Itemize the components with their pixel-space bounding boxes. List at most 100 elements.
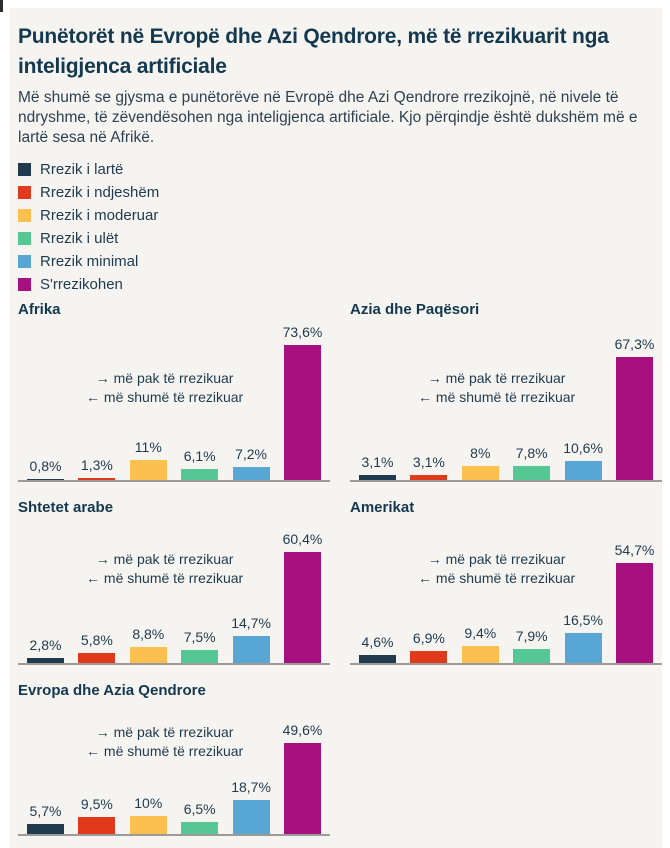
bars-group: 0,8% 1,3% 11% 6,1% 7,2% 73,6% <box>18 319 330 481</box>
bar <box>615 356 653 481</box>
bars-group: 2,8% 5,8% 8,8% 7,5% 14,7% 60,4% <box>18 517 330 664</box>
bar <box>564 632 602 664</box>
annotation-more-at-risk: ← më shumë të rrezikuar <box>418 389 576 406</box>
bar-value-label: 3,1% <box>412 453 445 470</box>
bar <box>27 823 64 835</box>
annotation-less-at-risk: → më pak të rrezikuar <box>95 370 234 387</box>
bar-column: 11% <box>129 439 167 481</box>
bar-column: 5,8% <box>78 632 116 664</box>
bar <box>615 562 653 664</box>
legend-label: Rrezik i ulët <box>40 230 119 248</box>
annotation-more-at-risk: ← më shumë të rrezikuar <box>86 743 244 760</box>
bar-value-label: 7,5% <box>183 628 216 645</box>
annotation-more-at-risk: ← më shumë të rrezikuar <box>418 570 576 587</box>
bar-value-label: 10,6% <box>563 439 603 456</box>
bar <box>359 654 396 664</box>
bar <box>461 465 499 481</box>
bar-column: 8,8% <box>129 626 167 664</box>
bar <box>359 474 396 481</box>
bars-group: 4,6% 6,9% 9,4% 7,9% 16,5% 54,7% <box>350 517 662 664</box>
bar-column: 18,7% <box>231 779 271 835</box>
legend-label: Rrezik i lartë <box>40 161 124 179</box>
annotation-more-at-risk: ← më shumë të rrezikuar <box>86 570 244 587</box>
bar-column: 10% <box>129 794 167 835</box>
bar-value-label: 60,4% <box>282 531 323 548</box>
bar <box>27 658 64 664</box>
bar-value-label: 7,8% <box>515 444 548 461</box>
chart-title: Azia dhe Paqësori <box>350 301 480 319</box>
bar <box>232 467 270 481</box>
annotation-less-at-risk: → më pak të rrezikuar <box>427 370 566 387</box>
legend-item: Rrezik i ulët <box>18 227 662 250</box>
bar-value-label: 11% <box>134 439 162 456</box>
chart-card: Punëtorët në Evropë dhe Azi Qendrore, më… <box>10 8 662 848</box>
bar-column: 0,8% <box>27 458 64 481</box>
legend-swatch-moderate-risk <box>18 209 31 223</box>
chart-plot: → më pak të rrezikuar ← më shumë të rrez… <box>350 319 662 483</box>
bar-column: 9,4% <box>461 625 499 664</box>
legend: Rrezik i lartë Rrezik i ndjeshëm Rrezik … <box>18 158 662 296</box>
bar <box>181 469 219 481</box>
bar-value-label: 73,6% <box>282 323 323 340</box>
bar <box>283 743 321 835</box>
bar-column: 60,4% <box>282 531 323 664</box>
legend-label: Rrezik minimal <box>40 253 139 271</box>
bar <box>129 647 167 664</box>
bar <box>27 478 64 481</box>
bar-column: 3,1% <box>410 453 448 481</box>
direction-annotation: → më pak të rrezikuar ← më shumë të rrez… <box>418 550 575 588</box>
chart-title: Shtetet arabe <box>18 499 114 517</box>
legend-item: Rrezik i lartë <box>18 158 662 181</box>
bar-value-label: 10% <box>134 794 163 811</box>
chart-title: Afrika <box>18 301 61 319</box>
bar-value-label: 8,8% <box>132 626 165 643</box>
bar-value-label: 14,7% <box>231 615 271 632</box>
legend-item: Rrezik i ndjeshëm <box>18 181 662 204</box>
bar-column: 7,8% <box>513 444 551 481</box>
page-subtitle: Më shumë se gjysma e punëtorëve në Evrop… <box>18 88 638 147</box>
chart-plot: → më pak të rrezikuar ← më shumë të rrez… <box>18 517 330 666</box>
bar-column: 7,9% <box>513 628 551 664</box>
bar-value-label: 5,7% <box>29 802 62 819</box>
bar <box>564 460 602 481</box>
legend-label: S'rrezikohen <box>40 276 123 294</box>
chart-shtetet-arabe: Shtetet arabe → më pak të rrezikuar ← më… <box>18 499 330 666</box>
bar-column: 54,7% <box>615 542 654 664</box>
bar-column: 2,8% <box>27 637 64 664</box>
bar-column: 9,5% <box>78 796 116 835</box>
bar-value-label: 9,4% <box>464 625 497 641</box>
chart-title: Evropa dhe Azia Qendrore <box>18 682 206 700</box>
legend-swatch-low-risk <box>18 232 31 246</box>
bar-value-label: 6,1% <box>183 448 216 465</box>
bar-value-label: 67,3% <box>614 335 655 352</box>
bar <box>129 815 167 835</box>
bar-column: 10,6% <box>563 439 603 481</box>
bar-column: 8% <box>461 444 499 481</box>
bar-value-label: 1,3% <box>80 456 113 473</box>
chart-azia-dhe-paqesori: Azia dhe Paqësori → më pak të rrezikuar … <box>350 301 662 483</box>
screenshot-corner-artifact <box>0 0 3 12</box>
bar <box>513 648 551 664</box>
bar <box>283 344 321 481</box>
chart-plot: → më pak të rrezikuar ← më shumë të rrez… <box>18 700 330 837</box>
bar <box>181 822 219 835</box>
bar <box>78 652 116 664</box>
bar-value-label: 16,5% <box>563 611 603 628</box>
bar-column: 4,6% <box>359 634 396 664</box>
legend-item: S'rrezikohen <box>18 273 662 296</box>
chart-plot: → më pak të rrezikuar ← më shumë të rrez… <box>18 319 330 483</box>
legend-swatch-significant-risk <box>18 186 31 200</box>
bar <box>78 477 116 481</box>
direction-annotation: → më pak të rrezikuar ← më shumë të rrez… <box>86 550 243 588</box>
annotation-more-at-risk: ← më shumë të rrezikuar <box>86 389 244 406</box>
bar-value-label: 8% <box>470 444 491 461</box>
chart-amerikat: Amerikat → më pak të rrezikuar ← më shum… <box>350 499 662 666</box>
legend-swatch-high-risk <box>18 163 31 177</box>
bar-value-label: 3,1% <box>361 453 394 470</box>
bar <box>410 474 448 481</box>
bar <box>461 646 499 664</box>
bar <box>410 650 448 664</box>
bar-value-label: 49,6% <box>282 722 323 738</box>
chart-evropa-dhe-azia-qendrore: Evropa dhe Azia Qendrore → më pak të rre… <box>18 682 330 837</box>
chart-title: Amerikat <box>350 499 415 517</box>
